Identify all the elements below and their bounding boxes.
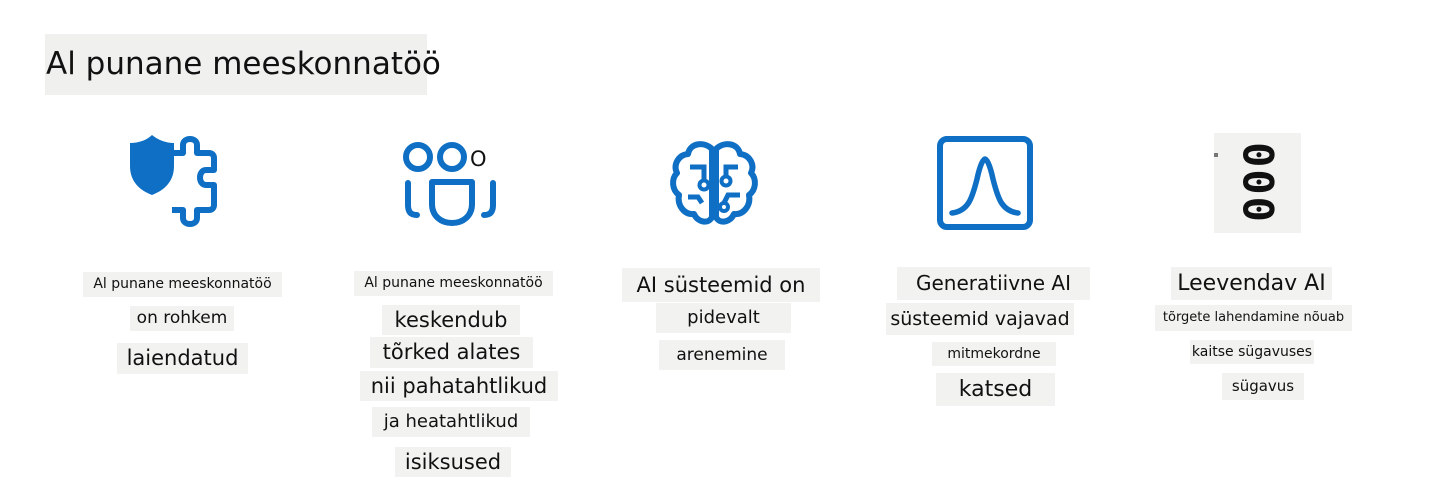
col3-line-1: AI süsteemid on — [622, 268, 820, 302]
col2-line-5: ja heatahtlikud — [372, 407, 530, 437]
col5-line-3: kaitse sügavuses — [1190, 340, 1314, 364]
bell-curve-chart-icon — [937, 136, 1033, 230]
col2-line-2: keskendub — [382, 305, 520, 335]
col3-line-3: arenemine — [659, 340, 785, 370]
stacked-rings-icon: 000 — [1214, 133, 1301, 233]
col1-line-3: laiendatud — [117, 343, 248, 374]
col2-line-4: nii pahatahtlikud — [360, 371, 558, 401]
brain-circuit-icon — [670, 141, 758, 225]
col5-line-2: tõrgete lahendamine nõuab — [1155, 305, 1352, 331]
col2-line-6: isiksused — [395, 447, 511, 477]
col4-line-3: mitmekordne — [932, 342, 1056, 366]
col1-line-2: on rohkem — [130, 306, 234, 331]
col2-line-1: Al punane meeskonnatöö — [354, 271, 553, 296]
stacked-rings-label: 000 — [1233, 142, 1282, 224]
col1-line-1: Al punane meeskonnatöö — [83, 272, 282, 297]
shield-puzzle-icon — [130, 135, 217, 227]
page-title: Al punane meeskonnatöö — [45, 34, 441, 95]
col5-line-1: Leevendav AI — [1171, 267, 1332, 300]
col4-line-4: katsed — [936, 373, 1055, 406]
col2-line-3: tõrked alates — [370, 337, 533, 368]
col5-line-4: sügavus — [1222, 373, 1304, 400]
col3-line-2: pidevalt — [656, 303, 791, 333]
people-group-icon — [403, 142, 496, 226]
col4-line-1: Generatiivne AI — [897, 267, 1090, 300]
people-icon-label: O — [470, 147, 487, 171]
col4-line-2: süsteemid vajavad — [886, 303, 1074, 335]
stacked-rings-tick — [1214, 153, 1218, 157]
